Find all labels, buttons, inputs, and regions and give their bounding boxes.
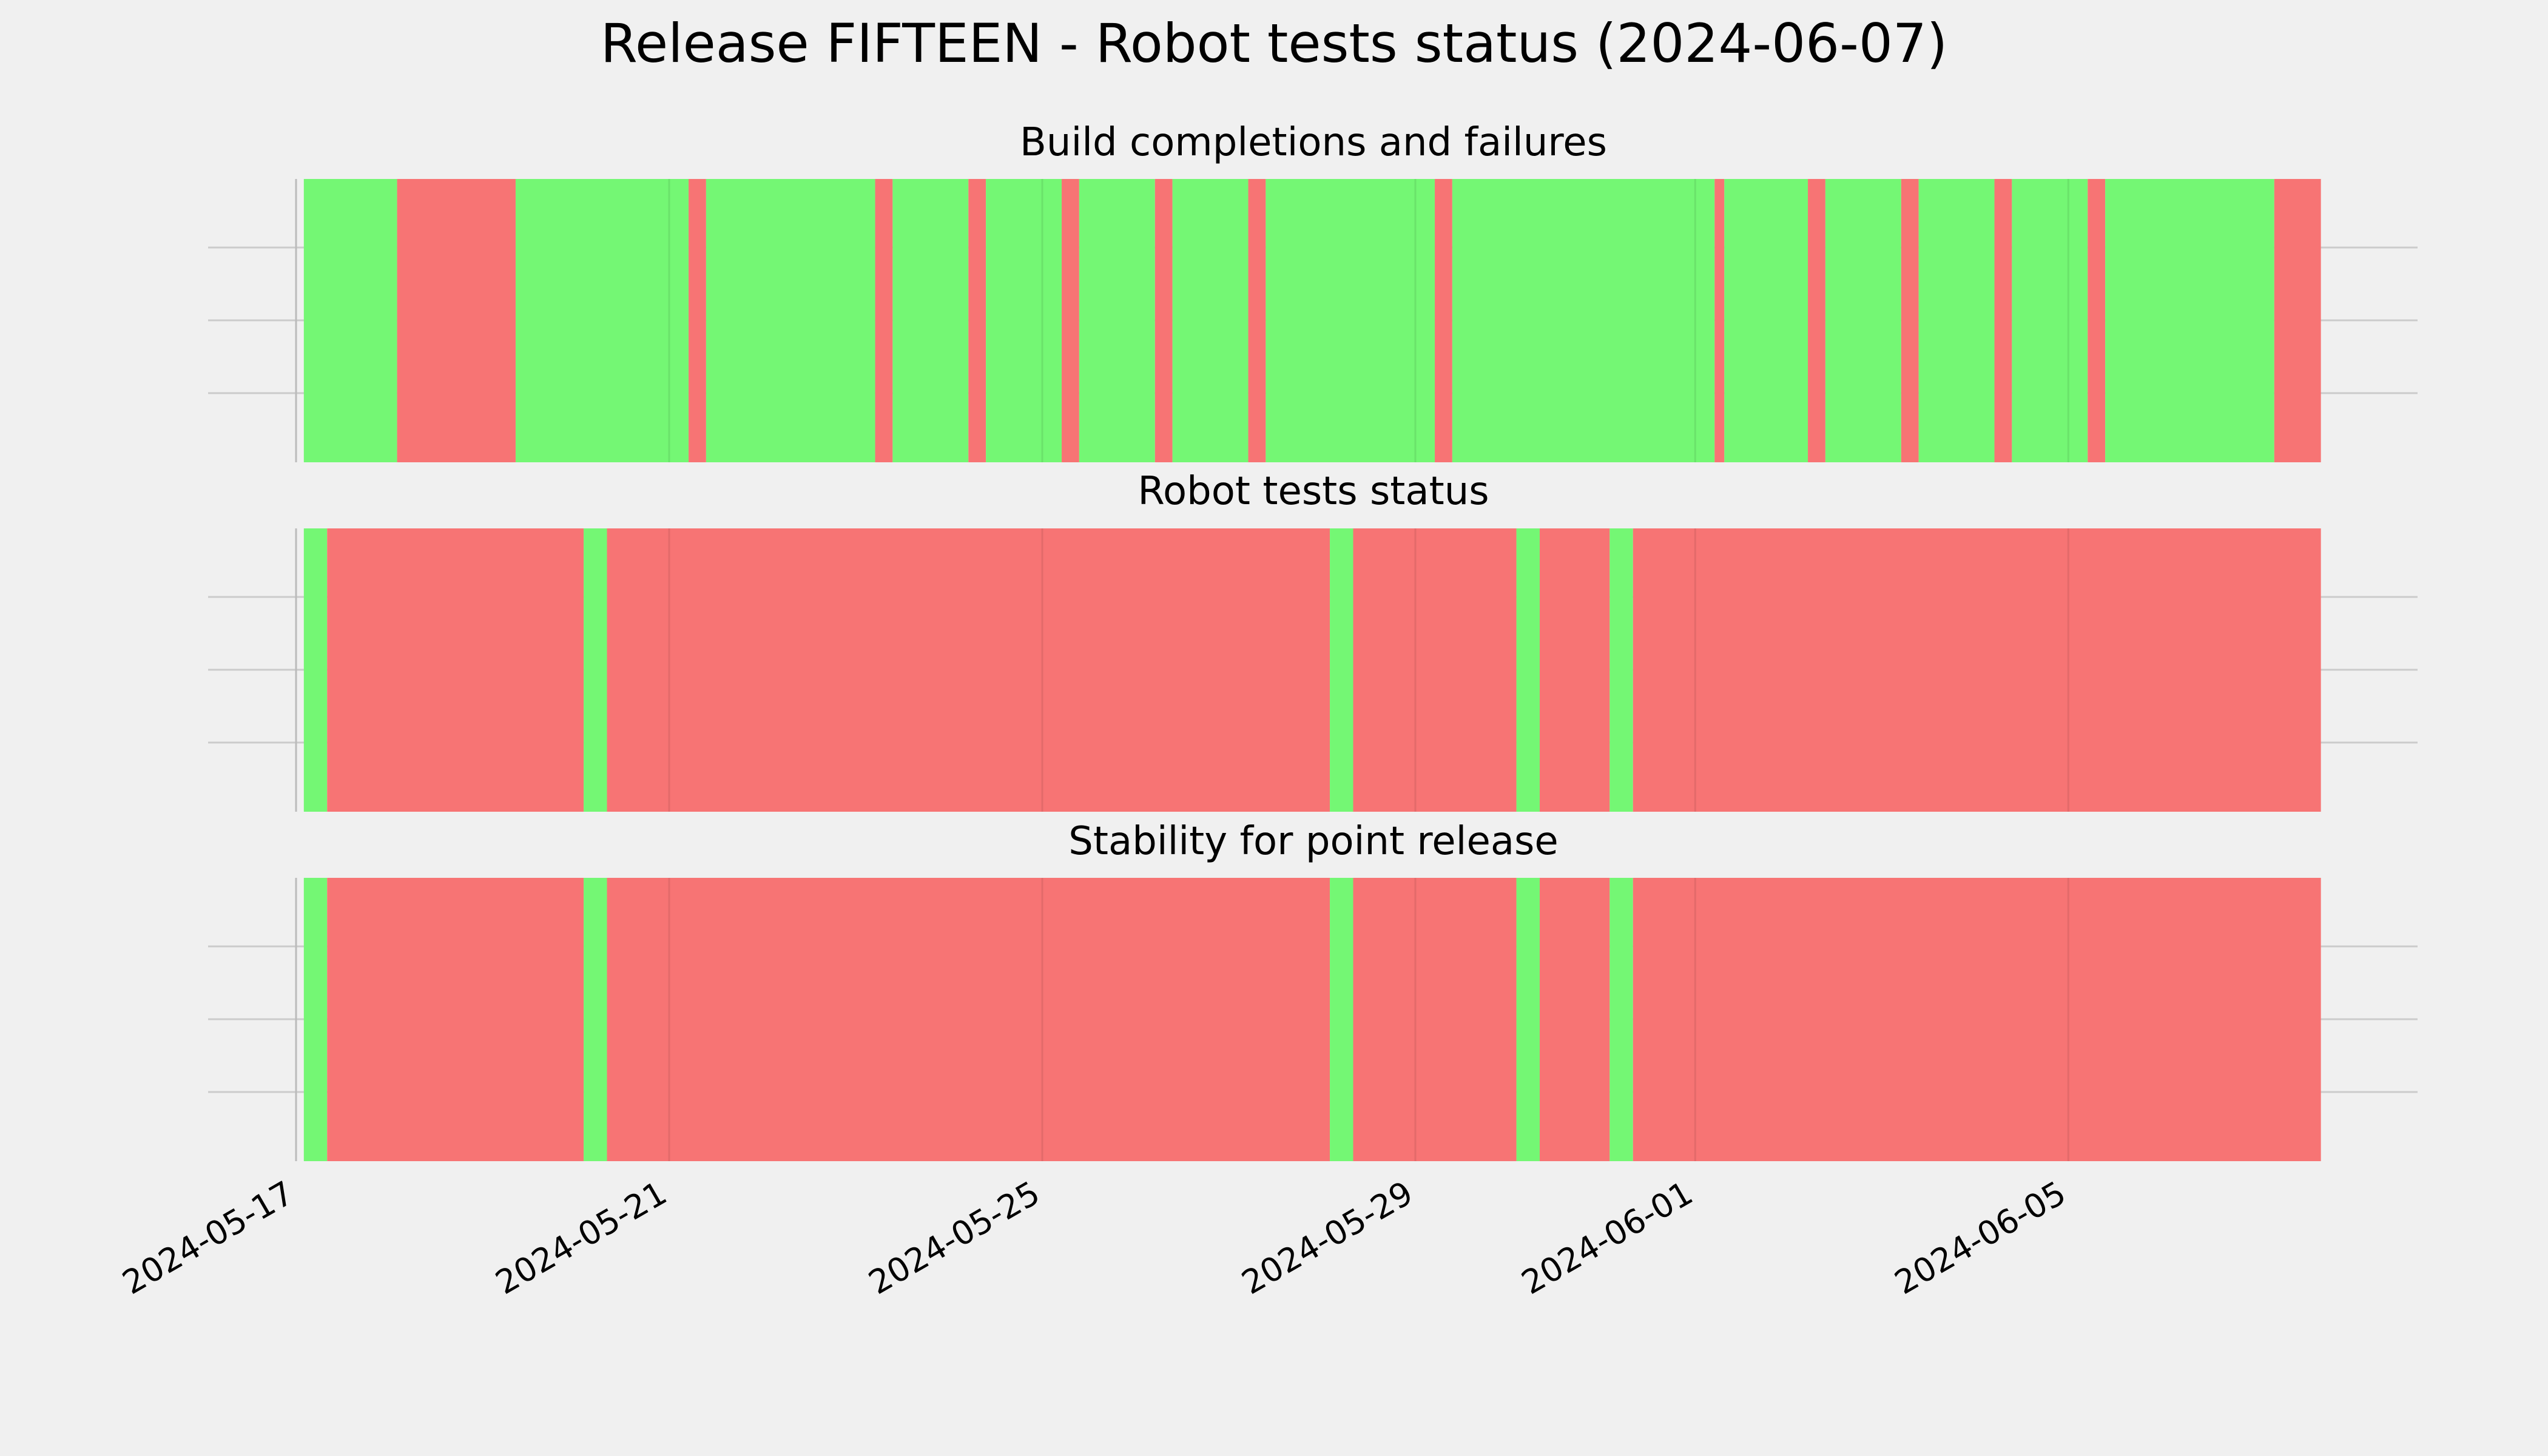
panel-2: Robot tests status bbox=[208, 469, 2418, 812]
segment-fail bbox=[397, 179, 516, 462]
segment-fail bbox=[1062, 179, 1079, 462]
segment-pass bbox=[584, 878, 607, 1161]
segment-pass bbox=[1724, 179, 1808, 462]
segment-fail bbox=[689, 179, 706, 462]
segment-pass bbox=[1330, 528, 1353, 812]
segment-fail bbox=[327, 528, 584, 812]
segment-pass bbox=[1609, 878, 1633, 1161]
segment-fail bbox=[1901, 179, 1919, 462]
segment-pass bbox=[1918, 179, 1995, 462]
segment-pass bbox=[986, 179, 1062, 462]
chart-title: Release FIFTEEN - Robot tests status (20… bbox=[601, 12, 1947, 75]
segment-fail bbox=[1435, 179, 1452, 462]
segment-pass bbox=[515, 179, 689, 462]
segment-fail bbox=[607, 528, 1330, 812]
segment-fail bbox=[1994, 179, 2012, 462]
segment-fail bbox=[875, 179, 893, 462]
panel-title: Stability for point release bbox=[1068, 819, 1559, 864]
segment-pass bbox=[1516, 528, 1540, 812]
segment-fail bbox=[1248, 179, 1266, 462]
segment-pass bbox=[2012, 179, 2088, 462]
segment-pass bbox=[892, 179, 969, 462]
segment-fail bbox=[968, 179, 986, 462]
segment-pass bbox=[584, 528, 607, 812]
segment-pass bbox=[1825, 179, 1901, 462]
segment-fail bbox=[1633, 528, 2321, 812]
segment-pass bbox=[2105, 179, 2274, 462]
segment-fail bbox=[327, 878, 584, 1161]
segment-pass bbox=[303, 528, 328, 812]
segment-pass bbox=[1172, 179, 1249, 462]
segment-fail bbox=[1353, 528, 1517, 812]
segment-pass bbox=[1452, 179, 1715, 462]
segment-pass bbox=[706, 179, 875, 462]
segment-fail bbox=[1633, 878, 2321, 1161]
segment-pass bbox=[303, 179, 397, 462]
panel-title: Robot tests status bbox=[1138, 469, 1489, 514]
segment-fail bbox=[607, 878, 1330, 1161]
segment-fail bbox=[1540, 878, 1610, 1161]
segment-fail bbox=[2088, 179, 2106, 462]
segment-fail bbox=[1540, 528, 1610, 812]
panel-1: Build completions and failures bbox=[208, 120, 2418, 462]
segment-fail bbox=[1808, 179, 1825, 462]
segment-fail bbox=[2274, 179, 2321, 462]
segment-fail bbox=[1154, 179, 1173, 462]
segment-pass bbox=[1609, 528, 1633, 812]
panel-title: Build completions and failures bbox=[1020, 120, 1607, 165]
segment-pass bbox=[1266, 179, 1435, 462]
segment-fail bbox=[1353, 878, 1517, 1161]
panel-3: Stability for point release bbox=[208, 819, 2418, 1161]
segment-fail bbox=[1714, 179, 1725, 462]
segment-pass bbox=[303, 878, 328, 1161]
segment-pass bbox=[1330, 878, 1353, 1161]
segment-pass bbox=[1516, 878, 1540, 1161]
segment-pass bbox=[1079, 179, 1155, 462]
panels: Build completions and failures Robot test… bbox=[208, 120, 2418, 1161]
